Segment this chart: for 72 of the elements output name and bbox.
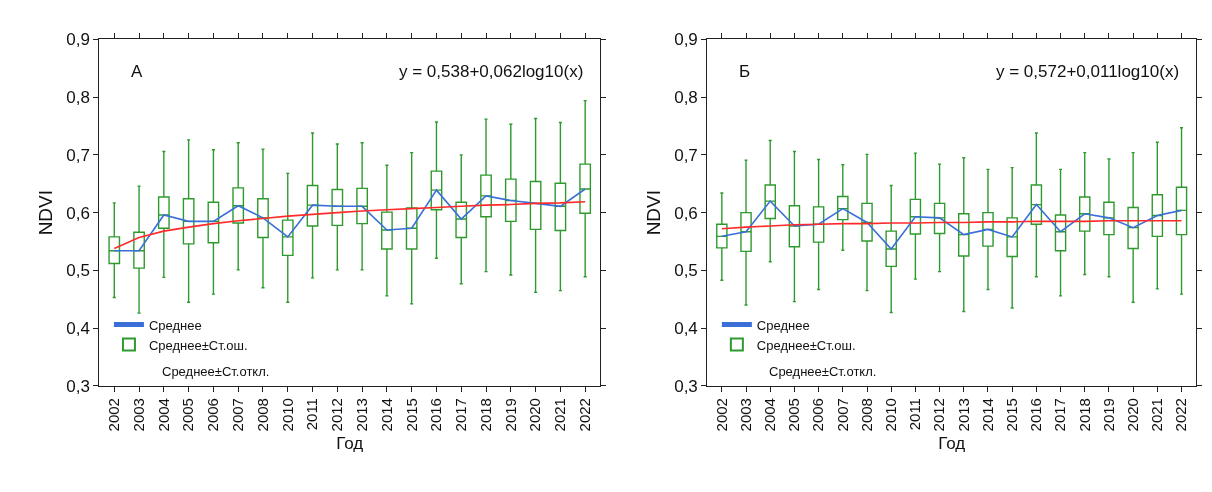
x-tick-label: 2005 (785, 398, 803, 432)
x-tick-label: 2018 (476, 398, 494, 432)
x-tick-label: 2018 (1075, 398, 1093, 432)
y-axis-title: NDVI (643, 189, 665, 236)
x-tick-label: 2007 (229, 398, 247, 432)
line-series (113, 188, 586, 252)
y-tick-label: 0,4 (66, 319, 90, 339)
y-tick-label: 0,9 (674, 30, 698, 50)
x-tick-label: 2006 (204, 398, 222, 432)
x-tick-label: 2008 (857, 398, 875, 432)
y-axis-title: NDVI (35, 189, 57, 236)
x-tick-label: 2014 (377, 398, 395, 432)
y-tick-label: 0,6 (674, 203, 698, 223)
annotation: y = 0,572+0,011log10(x) (996, 62, 1180, 81)
legend-label: Среднее±Ст.ош. (756, 337, 856, 353)
annotation: y = 0,538+0,062log10(x) (399, 62, 584, 81)
y-tick-label: 0,3 (674, 376, 698, 396)
x-tick-label: 2003 (736, 398, 754, 432)
x-tick-label: 2021 (1148, 398, 1166, 432)
x-tick-label: 2006 (809, 398, 827, 432)
x-tick-label: 2015 (402, 398, 420, 432)
x-tick-label: 2019 (501, 398, 519, 432)
annotation: Б (739, 62, 751, 81)
x-tick-label: 2004 (761, 398, 779, 432)
x-tick-label: 2016 (427, 398, 445, 432)
x-tick-label: 2011 (303, 398, 321, 431)
x-tick-label: 2013 (954, 398, 972, 432)
y-tick-label: 0,5 (66, 261, 90, 281)
x-tick-label: 2019 (1099, 398, 1117, 432)
x-tick-label: 2022 (576, 398, 594, 432)
y-tick-label: 0,8 (66, 88, 90, 108)
x-tick-label: 2012 (328, 398, 346, 432)
x-tick-label: 2017 (1051, 398, 1069, 432)
annotation: Среднее±Ст.откл. (769, 364, 877, 379)
annotation: А (131, 62, 143, 81)
x-tick-label: 2021 (551, 398, 569, 432)
x-axis-title: Год (938, 433, 966, 453)
legend-label: Среднее±Ст.ош. (148, 337, 248, 353)
y-tick-label: 0,6 (66, 203, 90, 223)
x-tick-label: 2003 (129, 398, 147, 432)
line-series (113, 200, 586, 250)
legend-label: Среднее (148, 317, 202, 333)
x-tick-label: 2013 (352, 398, 370, 432)
x-tick-label: 2010 (278, 398, 296, 432)
x-tick-label: 2020 (526, 398, 544, 432)
x-tick-label: 2014 (978, 398, 996, 432)
y-tick-label: 0,7 (66, 145, 90, 165)
y-tick-label: 0,8 (674, 88, 698, 108)
y-tick-label: 0,7 (674, 145, 698, 165)
x-tick-label: 2012 (930, 398, 948, 432)
line-series (721, 200, 1183, 250)
y-tick-label: 0,5 (674, 261, 698, 281)
x-tick-label: 2015 (1003, 398, 1021, 432)
y-tick-label: 0,4 (674, 319, 698, 339)
x-tick-label: 2004 (154, 398, 172, 432)
y-tick-label: 0,9 (66, 30, 90, 50)
x-tick-label: 2002 (712, 398, 730, 432)
x-tick-label: 2005 (179, 398, 197, 432)
legend-label: Среднее (756, 317, 810, 333)
x-tick-label: 2008 (253, 398, 271, 432)
x-tick-label: 2017 (452, 398, 470, 432)
x-tick-label: 2011 (906, 398, 924, 431)
x-tick-label: 2007 (833, 398, 851, 432)
x-tick-label: 2010 (882, 398, 900, 432)
y-tick-label: 0,3 (66, 376, 90, 396)
x-tick-label: 2016 (1027, 398, 1045, 432)
line-series (721, 219, 1183, 230)
annotation: Среднее±Ст.откл. (162, 364, 270, 379)
x-tick-label: 2002 (105, 398, 123, 432)
x-tick-label: 2020 (1124, 398, 1142, 432)
x-axis-title: Год (336, 433, 364, 453)
x-tick-label: 2022 (1172, 398, 1190, 432)
